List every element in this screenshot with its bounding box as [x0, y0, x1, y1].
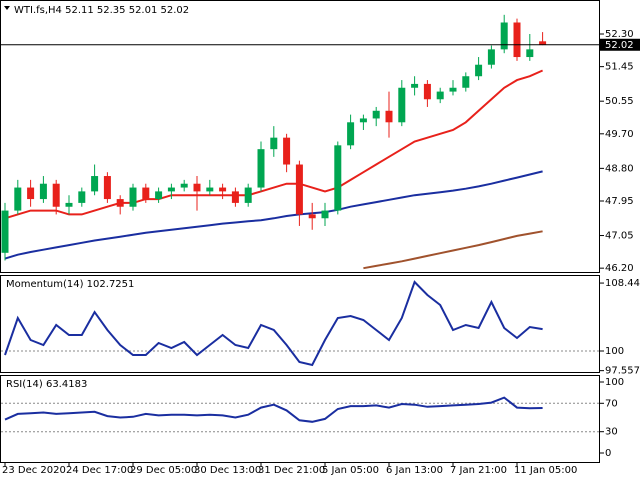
plot-area [1, 396, 599, 433]
candle-body [180, 183, 188, 188]
candle-body [526, 49, 534, 58]
x-tick-label: 6 Jan 13:00 [386, 465, 443, 476]
y-tick-label: 100 [605, 377, 624, 388]
y-tick-label: 100 [605, 346, 624, 357]
candle-body [436, 91, 444, 100]
candle-body [193, 183, 201, 192]
candle-body [398, 87, 406, 123]
rsi-title: RSI(14) 63.4183 [6, 379, 87, 390]
y-tick-label: 49.70 [605, 129, 634, 140]
candle-body [385, 110, 393, 123]
candle-body [423, 83, 431, 100]
y-tick-label: 70 [605, 398, 618, 409]
candle-body [206, 187, 214, 192]
candle-body [321, 210, 329, 219]
candle-body [155, 191, 163, 200]
candle-body [14, 187, 22, 211]
y-tick-label: 52.30 [605, 29, 634, 40]
candle-body [500, 22, 508, 50]
candle-body [411, 83, 419, 88]
y-tick-label: 108.4424 [605, 278, 640, 289]
candle-body [257, 149, 265, 188]
x-tick-label: 31 Dec 21:00 [258, 465, 325, 476]
x-tick-label: 5 Jan 05:00 [322, 465, 379, 476]
candle-body [347, 122, 355, 146]
candle-body [270, 137, 278, 150]
candle-body [52, 183, 60, 207]
indicator-line [4, 396, 543, 423]
candle-body [167, 187, 175, 192]
candle-body [91, 176, 99, 192]
momentum-title: Momentum(14) 102.7251 [6, 279, 134, 290]
plot-area [1, 14, 547, 270]
menu-arrow [4, 6, 10, 10]
last-price-label: 52.02 [605, 40, 634, 51]
x-tick-label: 30 Dec 13:00 [194, 465, 261, 476]
candle-body [539, 41, 547, 45]
y-tick-label: 47.95 [605, 196, 634, 207]
candle-body [1, 210, 9, 253]
candle-body [513, 22, 521, 58]
y-tick-label: 30 [605, 427, 618, 438]
y-tick-label: 97.557 [605, 366, 640, 377]
indicator-line [4, 69, 544, 220]
indicator-line [4, 170, 543, 260]
rsi-frame [0, 375, 600, 463]
indicator-line [4, 280, 543, 367]
candle-body [142, 187, 150, 200]
x-tick-label: 24 Dec 17:00 [66, 465, 133, 476]
candle-body [462, 76, 470, 88]
candle-body [475, 64, 483, 77]
y-tick-label: 47.05 [605, 231, 634, 242]
x-tick-label: 23 Dec 2020 [2, 465, 66, 476]
candle-body [219, 187, 227, 192]
candle-body [27, 187, 35, 200]
candle-body [372, 110, 380, 119]
candle-body [359, 118, 367, 123]
candle-body [129, 187, 137, 207]
y-tick-label: 46.20 [605, 263, 634, 274]
candle-body [449, 87, 457, 92]
candle-body [487, 49, 495, 65]
candle-body [39, 183, 47, 200]
price-frame [0, 0, 600, 273]
candle-body [65, 202, 73, 207]
candle-body [283, 137, 291, 165]
plot-area [1, 280, 599, 367]
y-tick-label: 50.55 [605, 96, 634, 107]
last-price-box [600, 38, 640, 51]
candle-body [334, 145, 342, 211]
frames [0, 0, 600, 463]
candle-body [78, 191, 86, 203]
x-tick-label: 11 Jan 05:00 [514, 465, 577, 476]
price-title: WTI.fs,H4 52.11 52.35 52.01 52.02 [14, 5, 189, 16]
indicator-line [363, 230, 543, 270]
candle-body [295, 164, 303, 215]
y-tick-label: 48.80 [605, 163, 634, 174]
y-tick-label: 51.45 [605, 62, 634, 73]
candle-body [103, 176, 111, 200]
candle-body [231, 191, 239, 203]
momentum-frame [0, 275, 600, 373]
x-tick-label: 29 Dec 05:00 [130, 465, 197, 476]
candle-body [244, 187, 252, 203]
candle-body [116, 199, 124, 207]
x-tick-label: 7 Jan 21:00 [450, 465, 507, 476]
candle-body [308, 214, 316, 219]
y-tick-label: 0 [605, 448, 611, 459]
